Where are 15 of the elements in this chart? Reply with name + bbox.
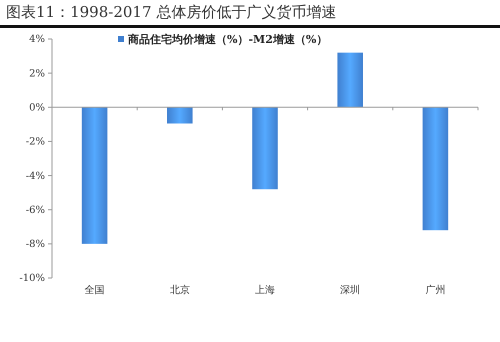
y-tick-label: -10% <box>19 273 45 284</box>
y-tick-label: -4% <box>26 170 45 182</box>
chart-title: 图表11：1998-2017 总体房价低于广义货币增速 <box>6 3 336 21</box>
y-tick-label: 2% <box>29 68 45 80</box>
x-tick-label: 全国 <box>84 284 105 296</box>
legend-label: 商品住宅均价增速（%）-M2增速（%） <box>127 33 328 46</box>
y-tick-label: -6% <box>26 204 45 216</box>
x-tick-label: 深圳 <box>340 284 360 296</box>
y-tick-label: 4% <box>29 34 45 46</box>
x-tick-label: 北京 <box>170 284 190 296</box>
x-tick-label: 上海 <box>255 284 275 296</box>
y-tick-label: 0% <box>29 102 45 114</box>
x-tick-label: 广州 <box>425 284 446 296</box>
y-tick-label: -8% <box>26 239 45 250</box>
y-tick-label: -2% <box>26 136 45 148</box>
